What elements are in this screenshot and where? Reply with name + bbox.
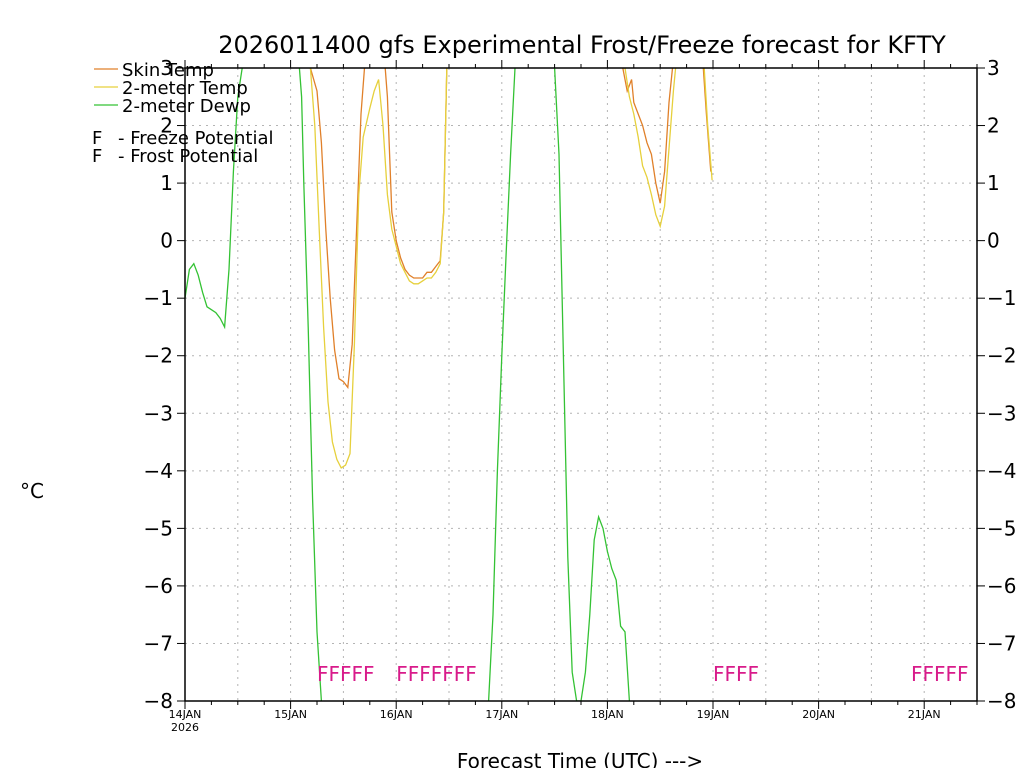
- legend-label: 2-meter Temp: [122, 78, 248, 99]
- x-tick-label: 17JAN: [485, 708, 518, 721]
- series-line-2-meter-dewp: [298, 68, 323, 701]
- y-tick-label: −8: [144, 689, 173, 713]
- x-tick-label: 18JAN: [591, 708, 624, 721]
- freeze-flags: FFFFF FFFFFFF FFFF FFFFF: [317, 662, 969, 686]
- y-tick-label-right: −1: [987, 286, 1016, 310]
- freeze-flag: FFFF: [713, 662, 759, 686]
- y-tick-label: −3: [144, 401, 173, 425]
- y-tick-label: 1: [160, 171, 173, 195]
- y-tick-label-right: 2: [987, 114, 1000, 138]
- x-tick-label: 20JAN: [802, 708, 835, 721]
- series-line-skin-temp: [309, 68, 366, 390]
- y-tick-label-right: −4: [987, 459, 1016, 483]
- y-tick-label: 2: [160, 114, 173, 138]
- freeze-flag: FFFFF: [911, 662, 969, 686]
- y-tick-label-right: 0: [987, 229, 1000, 253]
- y-tick-label: −6: [144, 574, 173, 598]
- legend-label: 2-meter Dewp: [122, 96, 251, 117]
- x-tick-label: 16JAN: [380, 708, 413, 721]
- legend-label: Skin Temp: [122, 60, 214, 81]
- y-tick-label: −5: [144, 516, 173, 540]
- series-line-2-meter-temp: [703, 68, 713, 181]
- y-tick-label: 3: [160, 56, 173, 80]
- series-line-2-meter-temp: [309, 68, 448, 469]
- series-line-2-meter-temp: [624, 68, 677, 229]
- y-tick-label-right: −3: [987, 401, 1016, 425]
- y-tick-label-right: −5: [987, 516, 1016, 540]
- grid-lines: [185, 68, 977, 701]
- y-tick-label-right: −8: [987, 689, 1016, 713]
- x-tick-label: 21JAN: [908, 708, 941, 721]
- freeze-flag: FFFFFFF: [396, 662, 477, 686]
- legend-flag-label: - Freeze Potential: [118, 128, 274, 149]
- y-tick-label: −7: [144, 631, 173, 655]
- y-tick-label-right: −6: [987, 574, 1016, 598]
- series-line-2-meter-dewp: [487, 68, 516, 701]
- y-tick-label: −2: [144, 344, 173, 368]
- legend-flag-label: - Frost Potential: [118, 146, 258, 167]
- y-tick-label: −4: [144, 459, 173, 483]
- series-line-skin-temp: [384, 68, 448, 279]
- chart-title: 2026011400 gfs Experimental Frost/Freeze…: [218, 31, 946, 59]
- series-layer: [185, 68, 713, 701]
- y-tick-label-right: 3: [987, 56, 1000, 80]
- freeze-flag: FFFFF: [317, 662, 375, 686]
- x-tick-sublabel: 2026: [171, 721, 199, 734]
- y-axis-title: °C: [20, 479, 44, 503]
- series-line-skin-temp: [622, 68, 674, 204]
- x-axis-title: Forecast Time (UTC) --->: [457, 749, 703, 768]
- y-tick-label: 0: [160, 229, 173, 253]
- x-tick-label: 14JAN: [169, 708, 202, 721]
- y-tick-label-right: −2: [987, 344, 1016, 368]
- y-tick-label: −1: [144, 286, 173, 310]
- legend-flag-symbol: F: [92, 146, 102, 167]
- x-tick-label: 15JAN: [274, 708, 307, 721]
- series-line-2-meter-dewp: [553, 68, 631, 701]
- y-tick-label-right: 1: [987, 171, 1000, 195]
- x-tick-label: 19JAN: [697, 708, 730, 721]
- series-line-2-meter-dewp: [185, 68, 243, 330]
- y-axis: 3 3 2 2 1 1 0 0 −1 −1 −2 −2 −3 −3 −4 −4 −5 −5 −6 −6 −7 −7 −8 −8: [144, 56, 1017, 713]
- legend-flag-symbol: F: [92, 128, 102, 149]
- y-tick-label-right: −7: [987, 631, 1016, 655]
